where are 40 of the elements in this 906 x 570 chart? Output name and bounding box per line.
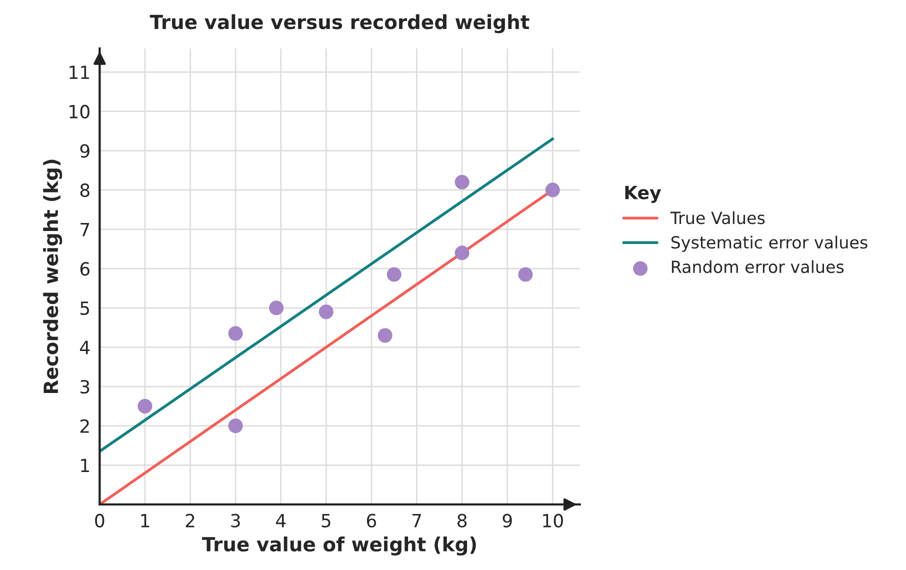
x-tick-label: 2: [186, 514, 194, 528]
x-tick-label: 6: [366, 514, 376, 528]
point: [228, 418, 243, 434]
x-tick-label: 8: [458, 514, 467, 528]
chart-title: True value versus recorded weight: [150, 14, 530, 34]
point: [386, 267, 402, 282]
point: [269, 300, 284, 316]
y-tick-label: 10: [70, 104, 90, 118]
legend-label: Random error values: [672, 260, 844, 274]
x-tick-label: 1: [141, 514, 150, 528]
y-tick-label: 4: [80, 340, 90, 354]
point: [545, 182, 560, 198]
x-tick-label: 3: [231, 514, 240, 528]
legend-label: True Values: [670, 211, 765, 224]
y-axis-title: Recorded weight (kg): [43, 160, 62, 394]
x-tick-label: 9: [502, 514, 512, 528]
x-tick-label: 5: [322, 514, 330, 528]
point: [318, 304, 334, 320]
point: [454, 174, 470, 190]
x-tick-label: 4: [276, 514, 286, 528]
point: [228, 326, 243, 341]
x-tick-label: 0: [95, 514, 104, 528]
point: [378, 328, 392, 343]
x-tick-label: 7: [412, 514, 421, 528]
y-tick-label: 8: [80, 183, 90, 198]
x-axis-title: True value of weight (kg): [202, 536, 476, 556]
y-tick-label: 1: [81, 458, 89, 472]
point: [138, 398, 152, 414]
y-tick-label: 5: [80, 302, 90, 316]
y-tick-label: 7: [80, 222, 90, 236]
y-tick-label: 11: [70, 66, 89, 79]
y-tick-label: 2: [80, 419, 89, 433]
x-tick-label: 10: [543, 514, 563, 528]
point: [454, 246, 470, 260]
point: [518, 267, 533, 282]
y-tick-label: 3: [80, 380, 90, 394]
legend-title: Key: [625, 186, 662, 203]
y-tick-label: 6: [80, 262, 90, 276]
y-tick-label: 9: [80, 144, 90, 158]
legend-label: Systematic error values: [671, 236, 868, 252]
